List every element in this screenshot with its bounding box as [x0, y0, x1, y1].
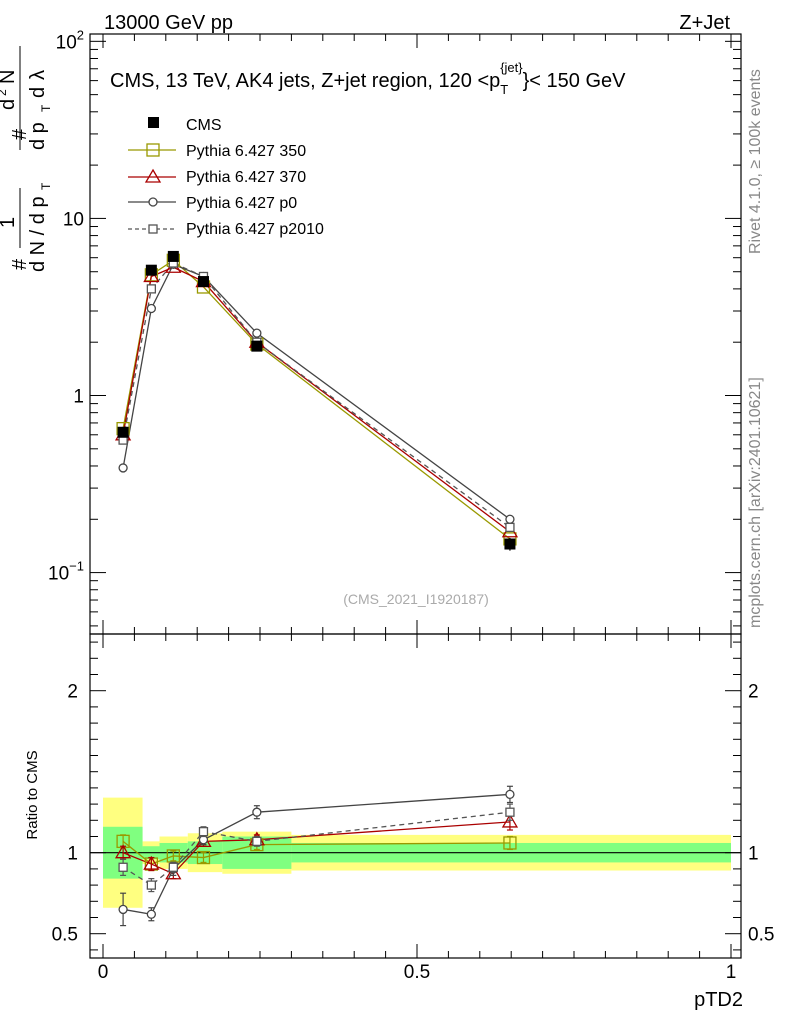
- svg-text:1: 1: [0, 217, 19, 228]
- x-tick-label-0: 0: [98, 962, 109, 983]
- y-axis-label-main: # 1 d N / d p T # d 2 N d p T d λ: [0, 46, 53, 272]
- cms-point-0: [117, 426, 129, 438]
- main-y-tick-label-2: 10: [63, 209, 84, 230]
- main-point-series-3-1: [146, 284, 157, 294]
- cms-point-4: [251, 340, 263, 352]
- ratio-point-series-2-4: [252, 807, 262, 817]
- svg-text:λ: λ: [27, 70, 49, 80]
- ratio-point-series-1-2: [165, 865, 182, 880]
- main-line-series-2: [122, 263, 511, 520]
- ratio-y-tick-label-right-0: 0.5: [748, 925, 774, 946]
- svg-text:N: N: [0, 70, 19, 84]
- mcplots-label: mcplots.cern.ch [arXiv:2401.10621]: [747, 377, 764, 628]
- plot-title: CMS, 13 TeV, AK4 jets, Z+jet region, 120…: [110, 60, 626, 97]
- legend-marker-p2010: [148, 224, 158, 234]
- ratio-y-tick-label-left-2: 2: [67, 682, 78, 703]
- x-tick-label-1: 0.5: [404, 962, 430, 983]
- ratio-point-series-2-0: [118, 904, 128, 915]
- svg-text:d: d: [27, 87, 49, 98]
- main-line-series-0: [122, 259, 511, 540]
- svg-text:T: T: [39, 182, 53, 190]
- main-line-series-1: [122, 266, 511, 533]
- ratio-point-series-1-5: [501, 813, 519, 828]
- process-label: Z+Jet: [679, 12, 730, 34]
- collision-label: 13000 GeV pp: [104, 12, 233, 34]
- ratio-point-series-3-0: [118, 862, 128, 872]
- legend-label-350: Pythia 6.427 350: [186, 143, 306, 160]
- rivet-version-label: Rivet 4.1.0, ≥ 100k events: [747, 69, 764, 254]
- ratio-y-tick-label-right-1: 1: [748, 844, 759, 865]
- legend-marker-p0: [148, 197, 158, 207]
- ratio-y-tick-label-right-2: 2: [748, 682, 759, 703]
- cms-point-3: [197, 276, 209, 288]
- ratio-point-series-1-1: [143, 855, 160, 870]
- y-axis-label-ratio: Ratio to CMS: [24, 750, 41, 839]
- x-tick-label-2: 1: [726, 962, 737, 983]
- cms-point-2: [167, 250, 179, 262]
- main-point-series-2-5: [505, 514, 515, 524]
- ratio-point-series-2-5: [505, 789, 515, 800]
- ratio-line-series-2: [122, 793, 510, 915]
- ratio-point-series-3-5: [505, 807, 515, 817]
- legend: CMS Pythia 6.427 350 Pythia 6.427 370 Py…: [128, 117, 324, 238]
- ratio-point-series-3-4: [252, 836, 262, 847]
- main-point-series-3-5: [505, 522, 515, 533]
- ratio-point-series-0-3: [196, 850, 211, 865]
- main-point-series-2-1: [146, 303, 157, 314]
- ratio-point-series-3-1: [146, 880, 157, 890]
- ratio-point-series-1-0: [114, 844, 132, 859]
- cms-point-1: [145, 264, 157, 276]
- svg-text:d p: d p: [27, 122, 49, 150]
- ratio-y-tick-label-left-0: 0.5: [52, 925, 78, 946]
- legend-label-cms: CMS: [186, 117, 222, 134]
- legend-marker-cms: [148, 117, 159, 128]
- legend-label-p0: Pythia 6.427 p0: [186, 195, 297, 212]
- legend-marker-350: [146, 143, 160, 157]
- legend-label-p2010: Pythia 6.427 p2010: [186, 221, 324, 238]
- main-line-series-3: [122, 262, 511, 528]
- main-y-tick-label-0: 10−1: [48, 559, 84, 585]
- ratio-point-series-3-2: [168, 862, 178, 872]
- ratio-line-series-1: [122, 821, 510, 875]
- ratio-point-series-0-5: [503, 836, 517, 850]
- svg-text:#: #: [9, 258, 31, 270]
- cms-point-5: [504, 538, 516, 550]
- main-point-series-2-4: [252, 328, 262, 338]
- legend-marker-370: [144, 168, 162, 183]
- ratio-point-series-3-3: [198, 826, 209, 837]
- legend-label-370: Pythia 6.427 370: [186, 169, 306, 186]
- main-y-tick-label-3: 102: [56, 27, 84, 53]
- svg-text:d N / d p: d N / d p: [27, 196, 49, 272]
- svg-text:T: T: [39, 104, 53, 112]
- ratio-y-tick-label-left-1: 1: [67, 844, 78, 865]
- svg-text:2: 2: [0, 89, 9, 96]
- ratio-point-series-2-1: [146, 909, 157, 919]
- ratio-plot-frame: [89, 633, 742, 959]
- main-y-tick-label-1: 1: [73, 387, 84, 408]
- svg-text:CMS, 13 TeV, AK4 jets, Z+jet r: CMS, 13 TeV, AK4 jets, Z+jet region, 120…: [110, 60, 626, 97]
- analysis-id-watermark: (CMS_2021_I1920187): [343, 591, 489, 607]
- x-axis-label: pTD2: [694, 989, 743, 1011]
- svg-text:d: d: [0, 99, 19, 110]
- ratio-line-series-3: [122, 811, 511, 886]
- main-point-series-2-0: [118, 463, 128, 473]
